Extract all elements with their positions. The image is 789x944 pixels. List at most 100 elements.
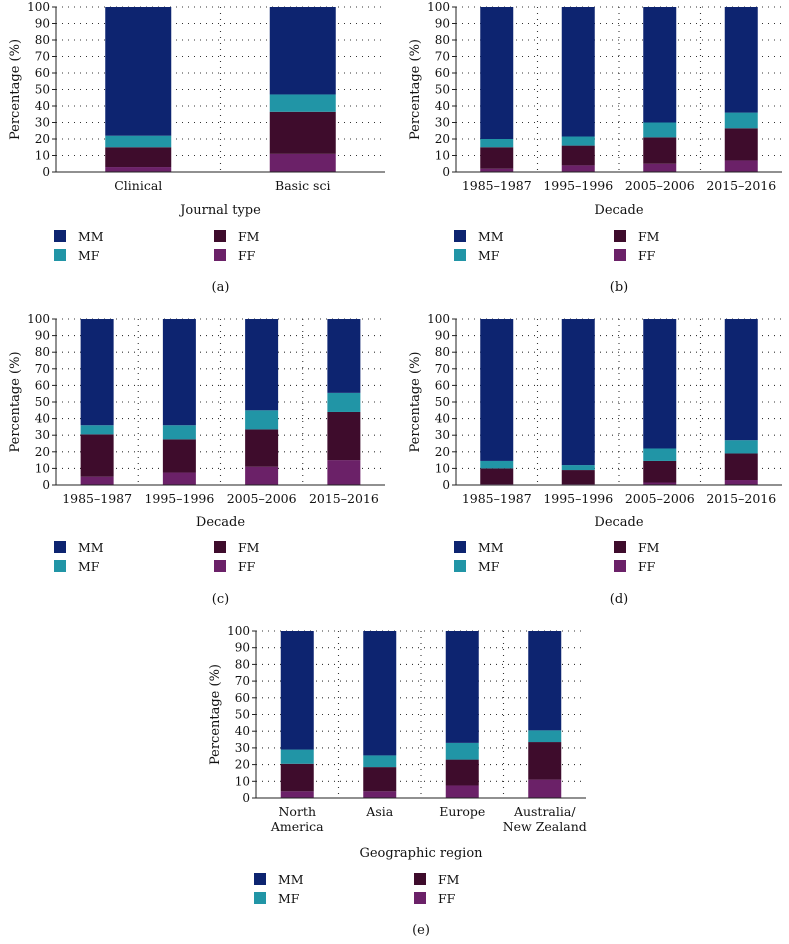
y-tick-label: 60: [235, 691, 250, 705]
bar-segment-ff: [363, 791, 397, 798]
y-tick-label: 80: [435, 33, 450, 47]
chart-panel-a: 0 10 20 30 40 50 60 70 80 90 100 Clinical Basic sci P…: [8, 0, 385, 295]
legend-swatch-mm: [54, 230, 66, 242]
x-tick-label: Basic sci: [275, 178, 330, 193]
y-tick-label: 80: [35, 33, 50, 47]
legend-swatch-fm: [614, 230, 626, 242]
bar-segment-ff: [724, 160, 758, 172]
panel-label: (b): [610, 280, 628, 295]
legend-swatch-mm: [454, 230, 466, 242]
bar-segment-fm: [724, 128, 758, 161]
bar-segment-mm: [80, 319, 114, 426]
y-tick-label: 0: [42, 165, 50, 179]
legend-label-mm: MM: [478, 229, 504, 244]
x-tick-label: 1985–1987: [462, 178, 532, 193]
bar-segment-fm: [105, 147, 172, 168]
bar-segment-mf: [643, 122, 677, 138]
bar-segment-fm: [80, 434, 114, 477]
legend-label-mf: MF: [78, 559, 100, 574]
bar-segment-mm: [327, 319, 361, 393]
legend-label-mm: MM: [478, 540, 504, 555]
y-tick-label: 0: [442, 165, 450, 179]
legend-swatch-fm: [414, 873, 426, 885]
bar-segment-ff: [643, 482, 677, 485]
y-tick-label: 0: [242, 791, 250, 805]
bar-segment-mm: [280, 631, 314, 750]
legend-swatch-ff: [614, 249, 626, 261]
bar-segment-ff: [245, 466, 279, 485]
y-tick-label: 20: [35, 132, 50, 146]
legend-swatch-mm: [54, 541, 66, 553]
y-axis-title: Percentage (%): [8, 351, 23, 452]
y-tick-label: 0: [442, 478, 450, 492]
y-tick-label: 0: [42, 478, 50, 492]
bar-segment-ff: [724, 480, 758, 485]
x-axis-title: Decade: [594, 203, 643, 218]
bar-segment-mf: [561, 136, 595, 146]
panel-label: (e): [412, 923, 430, 938]
y-tick-label: 70: [35, 50, 50, 64]
y-tick-label: 90: [435, 17, 450, 31]
bar-segment-mf: [724, 440, 758, 454]
y-tick-label: 50: [35, 83, 50, 97]
bar-segment-mf: [561, 465, 595, 471]
bar-segment-mf: [724, 112, 758, 129]
bar-segment-mf: [643, 448, 677, 461]
y-tick-label: 10: [35, 149, 50, 163]
y-tick-label: 50: [35, 395, 50, 409]
y-tick-label: 10: [235, 774, 250, 788]
legend-swatch-fm: [214, 230, 226, 242]
bar-segment-mm: [643, 7, 677, 123]
x-tick-label: 1985–1987: [62, 491, 132, 506]
x-axis-title: Decade: [594, 515, 643, 530]
bar-segment-fm: [269, 111, 336, 154]
bar-segment-fm: [561, 470, 595, 485]
x-tick-label: 1995–1996: [144, 491, 214, 506]
y-tick-label: 100: [227, 624, 250, 638]
y-tick-label: 40: [435, 412, 450, 426]
y-tick-label: 20: [235, 758, 250, 772]
y-tick-label: 90: [435, 329, 450, 343]
x-tick-label: 2015–2016: [706, 491, 776, 506]
y-tick-label: 80: [35, 345, 50, 359]
bar-segment-ff: [280, 791, 314, 798]
legend-label-ff: FF: [638, 559, 656, 574]
legend-swatch-fm: [614, 541, 626, 553]
y-tick-label: 60: [435, 66, 450, 80]
x-tick-label: Europe: [439, 804, 485, 819]
legend-label-ff: FF: [638, 248, 656, 263]
y-tick-label: 80: [435, 345, 450, 359]
legend-label-fm: FM: [638, 229, 660, 244]
bar-segment-mm: [724, 7, 758, 113]
y-tick-label: 30: [435, 428, 450, 442]
panel-label: (d): [610, 592, 628, 607]
bar-segment-fm: [480, 147, 514, 169]
bar-segment-mm: [480, 7, 514, 139]
x-tick-label: 2005–2006: [625, 491, 695, 506]
chart-panel-c: 0 10 20 30 40 50 60 70 80 90 100 1985–1987 1995–1996…: [8, 312, 385, 607]
y-tick-label: 30: [435, 116, 450, 130]
panel-label: (a): [212, 280, 230, 295]
y-tick-label: 80: [235, 657, 250, 671]
legend-swatch-ff: [614, 560, 626, 572]
y-tick-label: 10: [435, 149, 450, 163]
bar-segment-mm: [561, 319, 595, 466]
legend-swatch-mm: [454, 541, 466, 553]
bar-segment-mm: [269, 7, 336, 95]
x-tick-label: Clinical: [114, 178, 162, 193]
y-tick-label: 100: [27, 312, 50, 326]
y-axis-title: Percentage (%): [408, 351, 423, 452]
bar-segment-ff: [561, 165, 595, 172]
legend-swatch-ff: [414, 892, 426, 904]
legend-label-ff: FF: [238, 248, 256, 263]
bar-segment-fm: [643, 460, 677, 483]
y-tick-label: 50: [435, 83, 450, 97]
bar-segment-fm: [528, 742, 562, 780]
y-axis-title: Percentage (%): [208, 664, 223, 765]
x-axis-title: Decade: [196, 515, 245, 530]
bar-segment-mm: [445, 631, 479, 743]
legend-label-mf: MF: [478, 559, 500, 574]
bar-segment-mm: [643, 319, 677, 449]
